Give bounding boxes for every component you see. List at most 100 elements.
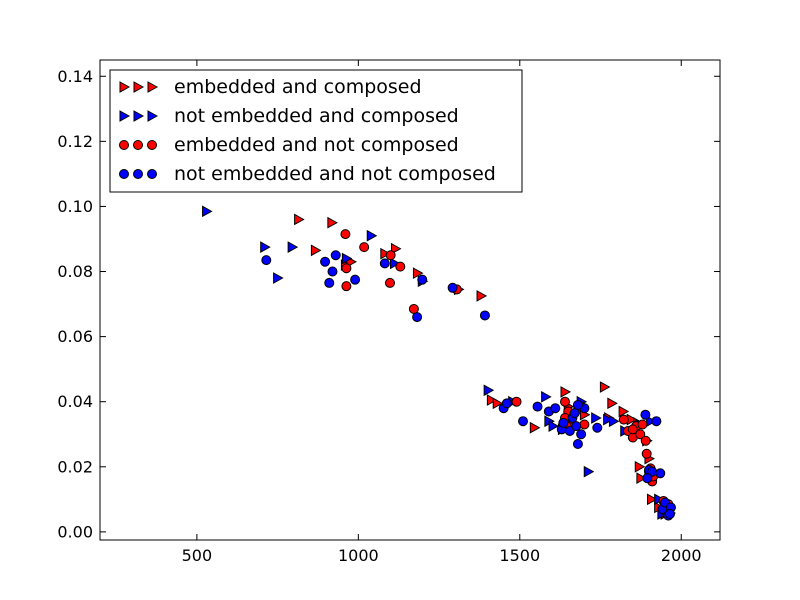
- legend-marker-embedded-composed: [119, 81, 131, 93]
- legend-marker-not-embedded-not-composed: [133, 169, 143, 179]
- legend-marker-embedded-composed: [147, 81, 159, 93]
- point-not-embedded-composed: [483, 384, 495, 397]
- y-tick-label: 0.14: [57, 67, 93, 86]
- x-tick-label: 500: [182, 546, 213, 565]
- legend-marker-embedded-not-composed: [147, 140, 157, 150]
- legend-markers: [119, 81, 159, 179]
- point-embedded-composed: [607, 397, 618, 410]
- x-tick-label: 1000: [338, 546, 379, 565]
- legend-marker-not-embedded-composed: [119, 110, 131, 122]
- point-not-embedded-not-composed: [655, 468, 666, 479]
- point-not-embedded-not-composed: [532, 401, 543, 412]
- point-embedded-composed: [492, 397, 504, 410]
- point-embedded-composed: [560, 386, 572, 398]
- point-not-embedded-not-composed: [518, 416, 529, 427]
- point-embedded-not-composed: [640, 435, 651, 446]
- legend-marker-not-embedded-composed: [133, 110, 145, 122]
- point-embedded-composed: [636, 472, 647, 485]
- point-not-embedded-not-composed: [571, 421, 582, 432]
- point-embedded-composed: [529, 421, 541, 434]
- y-tick-label: 0.06: [57, 327, 93, 346]
- point-embedded-not-composed: [635, 429, 646, 440]
- plot-frame: [99, 59, 721, 541]
- point-embedded-not-composed: [618, 414, 629, 425]
- y-tick-label: 0.04: [57, 392, 93, 411]
- point-embedded-composed: [327, 216, 338, 229]
- point-not-embedded-not-composed: [327, 266, 338, 277]
- point-embedded-not-composed: [384, 277, 395, 288]
- y-tick-label: 0.12: [57, 132, 93, 151]
- legend-marker-not-embedded-not-composed: [119, 169, 129, 179]
- point-embedded-composed: [380, 247, 391, 260]
- point-not-embedded-composed: [260, 241, 271, 253]
- point-not-embedded-not-composed: [550, 403, 561, 414]
- y-tick-label: 0.00: [57, 522, 93, 541]
- point-not-embedded-composed: [548, 420, 560, 432]
- legend-marker-embedded-composed: [133, 81, 145, 93]
- point-not-embedded-not-composed: [664, 508, 675, 519]
- point-embedded-not-composed: [395, 261, 406, 272]
- legend-label-not-embedded-not-composed: not embedded and not composed: [174, 163, 496, 185]
- point-not-embedded-not-composed: [642, 473, 653, 484]
- marks-layer: [202, 205, 676, 521]
- point-not-embedded-not-composed: [572, 399, 583, 410]
- y-tick-label: 0.10: [57, 197, 93, 216]
- point-embedded-composed: [647, 493, 658, 506]
- y-tick-label: 0.02: [57, 457, 93, 476]
- point-not-embedded-not-composed: [379, 258, 390, 269]
- point-embedded-composed: [294, 213, 305, 226]
- point-not-embedded-composed: [603, 413, 614, 426]
- point-embedded-not-composed: [359, 242, 370, 253]
- point-not-embedded-not-composed: [324, 277, 335, 288]
- point-not-embedded-composed: [287, 241, 299, 253]
- point-not-embedded-not-composed: [479, 310, 490, 321]
- point-embedded-not-composed: [385, 250, 396, 261]
- legend-marker-not-embedded-composed: [147, 110, 159, 122]
- point-not-embedded-not-composed: [417, 274, 428, 285]
- point-not-embedded-not-composed: [350, 274, 361, 285]
- point-not-embedded-not-composed: [320, 256, 331, 267]
- point-not-embedded-not-composed: [261, 255, 272, 266]
- x-tick-label: 2000: [661, 546, 702, 565]
- point-not-embedded-not-composed: [330, 250, 341, 261]
- point-not-embedded-composed: [273, 272, 284, 284]
- point-embedded-not-composed: [641, 448, 652, 459]
- point-embedded-composed: [310, 244, 322, 257]
- point-not-embedded-composed: [583, 465, 595, 478]
- y-tick-label: 0.08: [57, 262, 93, 281]
- legend-label-embedded-not-composed: embedded and not composed: [174, 134, 459, 156]
- point-embedded-not-composed: [341, 281, 352, 292]
- x-tick-label: 1500: [499, 546, 540, 565]
- point-not-embedded-composed: [591, 412, 602, 424]
- point-embedded-not-composed: [560, 396, 570, 407]
- legend-marker-embedded-not-composed: [119, 140, 129, 150]
- point-embedded-not-composed: [340, 229, 351, 240]
- point-embedded-composed: [618, 405, 630, 418]
- point-not-embedded-not-composed: [651, 416, 662, 427]
- point-embedded-not-composed: [627, 424, 638, 435]
- point-not-embedded-composed: [541, 390, 552, 403]
- point-not-embedded-not-composed: [640, 409, 651, 420]
- point-embedded-not-composed: [637, 419, 648, 430]
- point-not-embedded-not-composed: [572, 439, 583, 449]
- point-embedded-not-composed: [511, 396, 522, 407]
- point-not-embedded-not-composed: [592, 422, 603, 433]
- point-not-embedded-not-composed: [447, 282, 458, 293]
- point-not-embedded-not-composed: [576, 429, 587, 440]
- point-embedded-composed: [599, 381, 611, 393]
- point-embedded-composed: [476, 290, 488, 302]
- point-embedded-not-composed: [579, 419, 590, 430]
- point-embedded-composed: [486, 394, 498, 406]
- legend-marker-not-embedded-not-composed: [147, 169, 157, 179]
- point-not-embedded-not-composed: [501, 398, 512, 409]
- legend-label-embedded-composed: embedded and composed: [174, 76, 422, 98]
- legend: embedded and composed not embedded and c…: [109, 69, 523, 193]
- point-embedded-composed: [634, 460, 646, 473]
- point-not-embedded-composed: [366, 229, 378, 242]
- legend-label-not-embedded-composed: not embedded and composed: [174, 105, 459, 127]
- point-embedded-not-composed: [341, 263, 352, 274]
- legend-marker-embedded-not-composed: [133, 140, 143, 150]
- point-not-embedded-not-composed: [558, 417, 569, 428]
- point-not-embedded-composed: [341, 252, 353, 265]
